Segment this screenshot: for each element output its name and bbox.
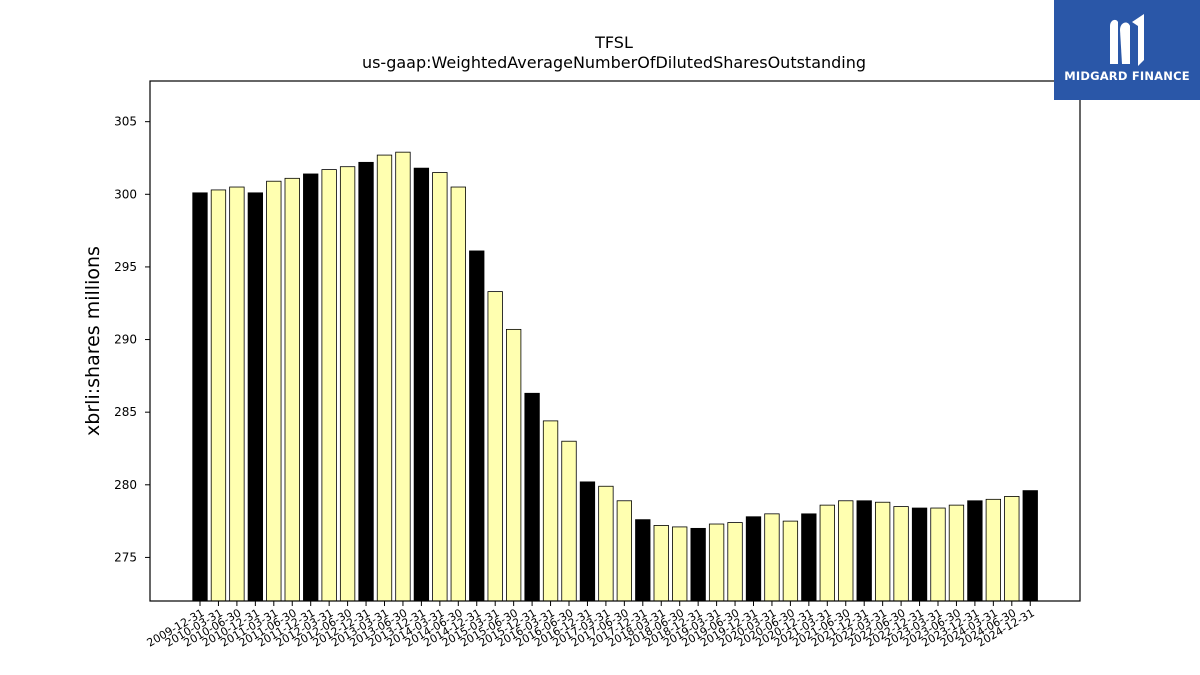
bar-2021-03-31 bbox=[819, 504, 835, 602]
bar-2010-03-31 bbox=[210, 189, 227, 602]
chart-title: TFSL bbox=[594, 33, 633, 52]
bar-2012-03-31 bbox=[321, 169, 337, 602]
bar-2009-12-31 bbox=[192, 192, 208, 602]
y-tick-label: 290 bbox=[114, 333, 137, 347]
y-tick-label: 280 bbox=[114, 478, 137, 492]
bar-2024-12-31 bbox=[1022, 490, 1038, 602]
bar-2018-06-30 bbox=[672, 526, 688, 602]
bar-2013-12-31 bbox=[413, 167, 430, 602]
bar-2019-06-30 bbox=[727, 522, 743, 602]
bar-2017-03-31 bbox=[598, 485, 614, 602]
bar-2012-06-30 bbox=[339, 166, 356, 602]
y-tick-label: 295 bbox=[114, 260, 137, 274]
bar-2011-12-31 bbox=[303, 173, 319, 602]
y-axis-label: xbrli:shares millions bbox=[82, 246, 104, 436]
bar-2010-06-30 bbox=[229, 186, 245, 602]
bar-2016-06-30 bbox=[561, 440, 577, 602]
bar-2024-06-30 bbox=[1004, 496, 1020, 602]
bar-2015-12-31 bbox=[524, 392, 540, 602]
bar-2017-06-30 bbox=[616, 500, 632, 602]
bar-2012-12-31 bbox=[358, 161, 374, 602]
bar-2013-06-30 bbox=[395, 151, 411, 602]
bar-2016-03-31 bbox=[542, 420, 559, 602]
bar-2014-12-31 bbox=[469, 250, 485, 602]
bar-2020-12-31 bbox=[801, 513, 817, 602]
bar-2023-03-31 bbox=[930, 507, 946, 602]
logo-brand-text: MIDGARD FINANCE bbox=[1064, 69, 1190, 83]
bar-2024-03-31 bbox=[985, 498, 1001, 602]
bar-2011-03-31 bbox=[266, 180, 282, 602]
midgard-logo: MIDGARD FINANCE bbox=[1054, 0, 1200, 100]
bar-2020-06-30 bbox=[782, 520, 799, 602]
y-tick-label: 275 bbox=[114, 550, 137, 564]
chart-subtitle: us-gaap:WeightedAverageNumberOfDilutedSh… bbox=[362, 53, 866, 72]
bar-2023-06-30 bbox=[948, 504, 965, 602]
bar-2014-06-30 bbox=[450, 186, 466, 602]
midgard-logo-icon bbox=[1110, 14, 1144, 66]
bar-2010-12-31 bbox=[247, 192, 264, 602]
x-ticks-group: 2009-12-312010-03-312010-06-302010-12-31… bbox=[145, 601, 1037, 650]
bar-2021-12-31 bbox=[856, 500, 872, 602]
y-tick-label: 300 bbox=[114, 187, 137, 201]
plot-frame bbox=[149, 80, 1081, 602]
bar-2021-06-30 bbox=[838, 500, 854, 602]
y-tick-label: 285 bbox=[114, 405, 137, 419]
bar-2022-06-30 bbox=[893, 506, 909, 602]
bar-2011-06-30 bbox=[284, 177, 300, 602]
bar-2018-03-31 bbox=[653, 525, 669, 602]
bar-2019-03-31 bbox=[708, 523, 725, 602]
y-ticks-group: 275 280 285 290 295 300 305 bbox=[114, 115, 150, 564]
bar-2022-12-31 bbox=[911, 507, 928, 602]
y-tick-label: 305 bbox=[114, 115, 137, 129]
bar-2018-12-31 bbox=[690, 527, 706, 602]
bar-2014-03-31 bbox=[432, 172, 448, 602]
bar-2015-06-30 bbox=[505, 328, 522, 602]
bar-2020-03-31 bbox=[764, 513, 780, 602]
bar-2017-12-31 bbox=[635, 519, 651, 602]
bar-2015-03-31 bbox=[487, 291, 503, 602]
bar-2013-03-31 bbox=[376, 154, 393, 602]
bar-2023-12-31 bbox=[967, 500, 983, 602]
bar-2016-12-31 bbox=[579, 481, 596, 602]
bar-2022-03-31 bbox=[875, 501, 891, 602]
bar-2019-12-31 bbox=[745, 516, 762, 602]
bars-group bbox=[192, 151, 1038, 602]
